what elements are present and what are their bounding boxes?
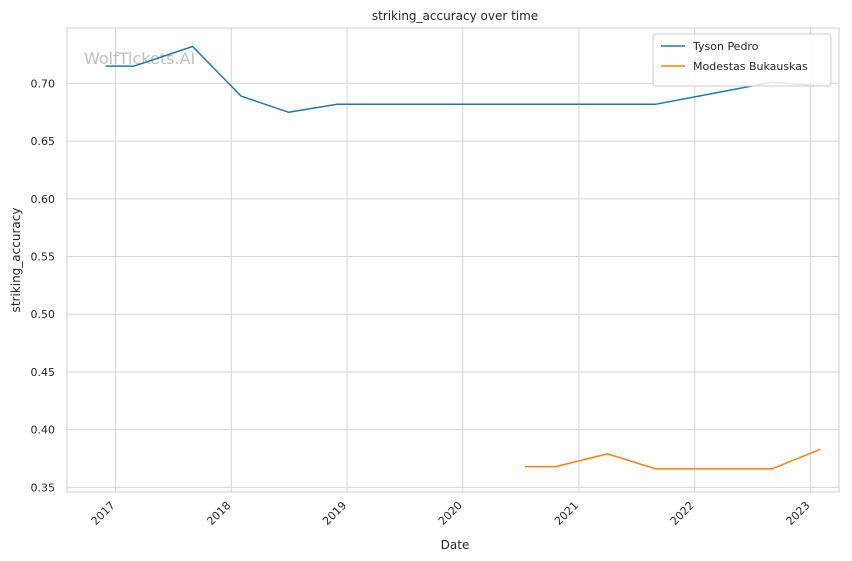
x-tick-label: 2022	[668, 499, 697, 528]
legend: Tyson Pedro Modestas Bukauskas	[652, 33, 832, 87]
series-layer	[105, 45, 821, 470]
y-axis-title: striking_accuracy	[9, 208, 23, 313]
x-tick-label: 2019	[320, 499, 349, 528]
x-axis-ticks: 2017 2018 2019 2020 2021 2022 2023	[89, 499, 813, 528]
plot-frame	[66, 27, 840, 493]
x-tick-label: 2020	[436, 499, 465, 528]
y-tick-label: 0.50	[31, 308, 56, 321]
x-tick-label: 2017	[89, 499, 118, 528]
x-tick-label: 2023	[784, 499, 813, 528]
y-axis-ticks: 0.35 0.40 0.45 0.50 0.55 0.60 0.65 0.70	[31, 77, 56, 494]
y-tick-label: 0.65	[31, 135, 56, 148]
x-axis-title: Date	[441, 538, 470, 552]
x-tick-label: 2018	[204, 499, 233, 528]
chart-title: striking_accuracy over time	[372, 9, 538, 23]
grid	[67, 28, 839, 492]
y-tick-label: 0.40	[31, 424, 56, 437]
series-line-1	[525, 448, 821, 470]
series-line-0	[105, 45, 821, 114]
watermark: WolfTickets.AI	[84, 49, 195, 68]
y-tick-label: 0.60	[31, 193, 56, 206]
legend-label-1: Modestas Bukauskas	[693, 60, 808, 73]
y-tick-label: 0.55	[31, 251, 56, 264]
legend-label-0: Tyson Pedro	[692, 40, 759, 53]
x-tick-label: 2021	[552, 499, 581, 528]
y-tick-label: 0.35	[31, 481, 56, 494]
y-tick-label: 0.70	[31, 77, 56, 90]
y-tick-label: 0.45	[31, 366, 56, 379]
legend-box	[652, 33, 832, 87]
